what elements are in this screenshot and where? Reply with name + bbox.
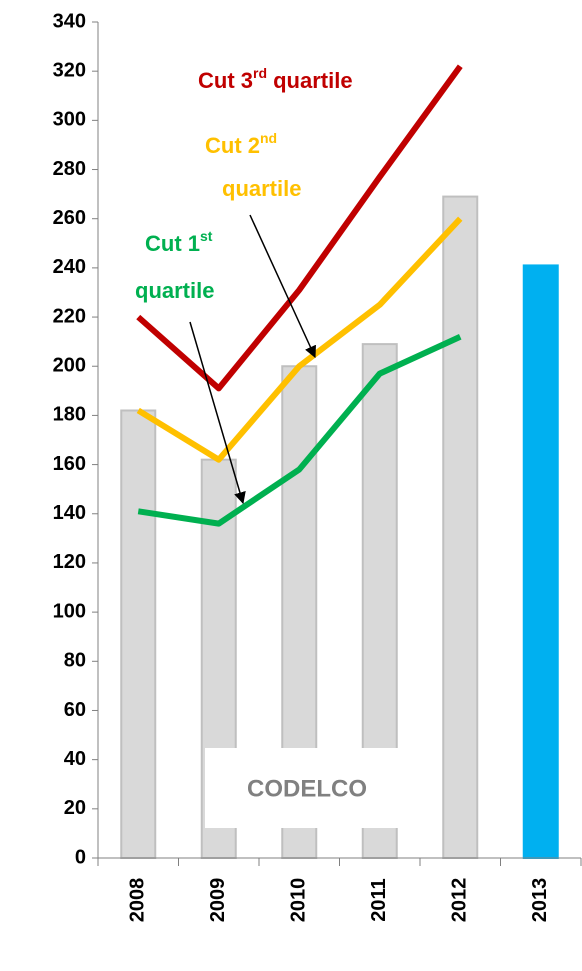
y-tick-label: 0 — [75, 846, 86, 868]
arrow — [189, 321, 246, 505]
x-tick-label: 2009 — [207, 878, 229, 923]
x-tick-label: 2011 — [368, 878, 390, 921]
y-tick-label: 20 — [64, 797, 86, 819]
y-tick-label: 140 — [53, 502, 86, 524]
series-label-part: Cut 3 — [198, 68, 253, 93]
series-label: Cut 1st — [145, 228, 213, 256]
series-label-sup: st — [200, 228, 213, 244]
y-tick-label: 200 — [53, 355, 86, 377]
annotation-box — [205, 748, 410, 828]
series-label-part: quartile — [222, 176, 301, 201]
y-tick-label: 220 — [53, 305, 86, 327]
series-label: Cut 2nd — [205, 130, 277, 158]
x-tick-label: 2008 — [127, 878, 149, 923]
y-tick-label: 60 — [64, 699, 86, 721]
series-label: Cut 3rd quartile — [198, 65, 353, 93]
bar — [442, 195, 479, 859]
y-tick-label: 100 — [53, 600, 86, 622]
y-tick-label: 80 — [64, 650, 86, 672]
y-tick-label: 120 — [53, 551, 86, 573]
series-label-part: quartile — [135, 278, 214, 303]
series-label-part: Cut 1 — [145, 231, 200, 256]
annotation: CODELCO — [247, 775, 367, 802]
line — [137, 334, 462, 527]
series-label-part: quartile — [267, 68, 353, 93]
y-tick-label: 300 — [53, 109, 86, 131]
series-label-sup: nd — [260, 130, 277, 146]
line — [136, 216, 463, 463]
bar — [522, 264, 559, 859]
y-tick-label: 240 — [53, 256, 86, 278]
series-label-part: Cut 2 — [205, 133, 260, 158]
x-tick-label: 2012 — [449, 878, 471, 923]
y-tick-label: 40 — [64, 748, 86, 770]
arrow — [249, 214, 316, 359]
bar — [120, 409, 157, 859]
x-tick-label: 2013 — [529, 878, 551, 923]
y-tick-label: 160 — [53, 453, 86, 475]
y-tick-label: 340 — [53, 10, 86, 32]
series-label-sup: rd — [253, 65, 267, 81]
y-tick-label: 280 — [53, 158, 86, 180]
y-tick-label: 260 — [53, 207, 86, 229]
series-label: quartile — [135, 278, 214, 303]
x-tick-label: 2010 — [288, 878, 310, 923]
series-label: quartile — [222, 176, 301, 201]
y-tick-label: 320 — [53, 59, 86, 81]
y-tick-label: 180 — [53, 404, 86, 426]
line — [136, 64, 463, 392]
